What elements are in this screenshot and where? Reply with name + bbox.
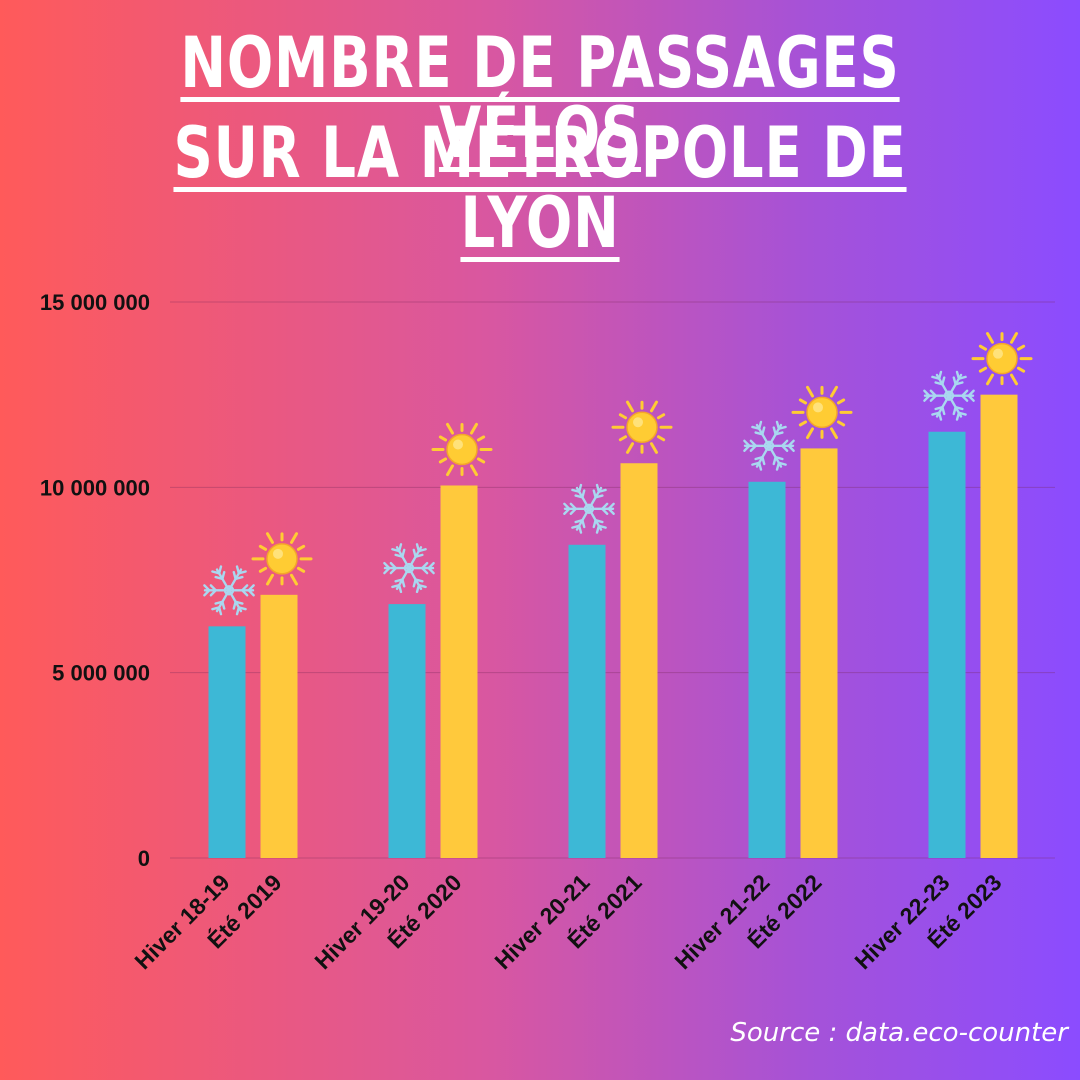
sun-icon — [971, 332, 1033, 386]
y-tick-label: 5 000 000 — [52, 661, 150, 686]
y-tick-label: 10 000 000 — [40, 475, 150, 500]
bar-summer — [260, 594, 298, 858]
gridlines — [170, 301, 1055, 859]
sun-icon — [611, 400, 673, 454]
sun-icon — [431, 422, 493, 477]
chart-title-line-2: SUR LA MÉTROPOLE DE LYON — [173, 112, 907, 264]
bar-winter — [928, 431, 966, 858]
bar-winter — [748, 481, 786, 858]
snowflake-icon — [563, 483, 615, 534]
y-tick-label: 15 000 000 — [40, 290, 150, 315]
chart-title-line-1: NOMBRE DE PASSAGES VÉLOS — [180, 22, 900, 174]
bar-winter — [388, 604, 426, 858]
snowflake-icon — [743, 420, 795, 471]
season-icons — [203, 332, 1033, 616]
snowflake-icon — [383, 543, 435, 594]
sun-icon — [791, 385, 853, 440]
source-note: Source : data.eco-counter — [730, 1018, 1068, 1048]
bar-summer — [440, 485, 478, 858]
snowflake-icon — [203, 565, 255, 616]
bar-winter — [208, 626, 246, 858]
y-axis-ticks: 0 5 000 000 10 000 000 15 000 000 — [40, 290, 150, 871]
snowflake-icon — [923, 370, 975, 421]
bar-winter — [568, 544, 606, 858]
bar-summer — [980, 394, 1018, 858]
sun-icon — [251, 532, 313, 586]
y-tick-label: 0 — [138, 846, 150, 871]
bars — [208, 394, 1018, 858]
bar-summer — [800, 448, 838, 858]
bar-summer — [620, 463, 658, 858]
